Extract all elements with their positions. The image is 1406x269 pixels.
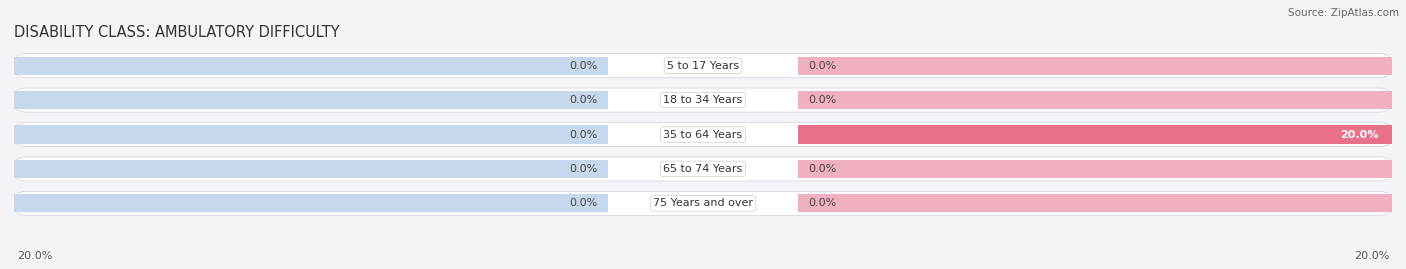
Text: 65 to 74 Years: 65 to 74 Years (664, 164, 742, 174)
Bar (14, 160, 609, 178)
Text: 0.0%: 0.0% (569, 198, 598, 208)
Bar (797, 56, 1392, 75)
Bar (797, 125, 1392, 144)
Text: 0.0%: 0.0% (569, 129, 598, 140)
FancyBboxPatch shape (14, 88, 1392, 112)
Text: 0.0%: 0.0% (808, 164, 837, 174)
FancyBboxPatch shape (14, 122, 1392, 147)
Bar (797, 160, 1392, 178)
Bar (14, 56, 609, 75)
Bar (797, 91, 1392, 109)
Bar (797, 194, 1392, 213)
Bar (797, 125, 1406, 144)
FancyBboxPatch shape (14, 191, 1392, 215)
Text: 20.0%: 20.0% (17, 251, 52, 261)
Text: 0.0%: 0.0% (569, 61, 598, 71)
Text: 5 to 17 Years: 5 to 17 Years (666, 61, 740, 71)
Text: 0.0%: 0.0% (569, 95, 598, 105)
Text: 0.0%: 0.0% (569, 164, 598, 174)
Text: 18 to 34 Years: 18 to 34 Years (664, 95, 742, 105)
FancyBboxPatch shape (14, 54, 1392, 78)
Bar (14, 194, 609, 213)
Text: Source: ZipAtlas.com: Source: ZipAtlas.com (1288, 8, 1399, 18)
Text: 0.0%: 0.0% (808, 95, 837, 105)
Text: 20.0%: 20.0% (1340, 129, 1378, 140)
Text: DISABILITY CLASS: AMBULATORY DIFFICULTY: DISABILITY CLASS: AMBULATORY DIFFICULTY (14, 25, 340, 40)
Text: 35 to 64 Years: 35 to 64 Years (664, 129, 742, 140)
Bar (14, 91, 609, 109)
Text: 0.0%: 0.0% (808, 61, 837, 71)
Text: 75 Years and over: 75 Years and over (652, 198, 754, 208)
FancyBboxPatch shape (14, 157, 1392, 181)
Text: 20.0%: 20.0% (1354, 251, 1389, 261)
Bar (14, 125, 609, 144)
Text: 0.0%: 0.0% (808, 198, 837, 208)
